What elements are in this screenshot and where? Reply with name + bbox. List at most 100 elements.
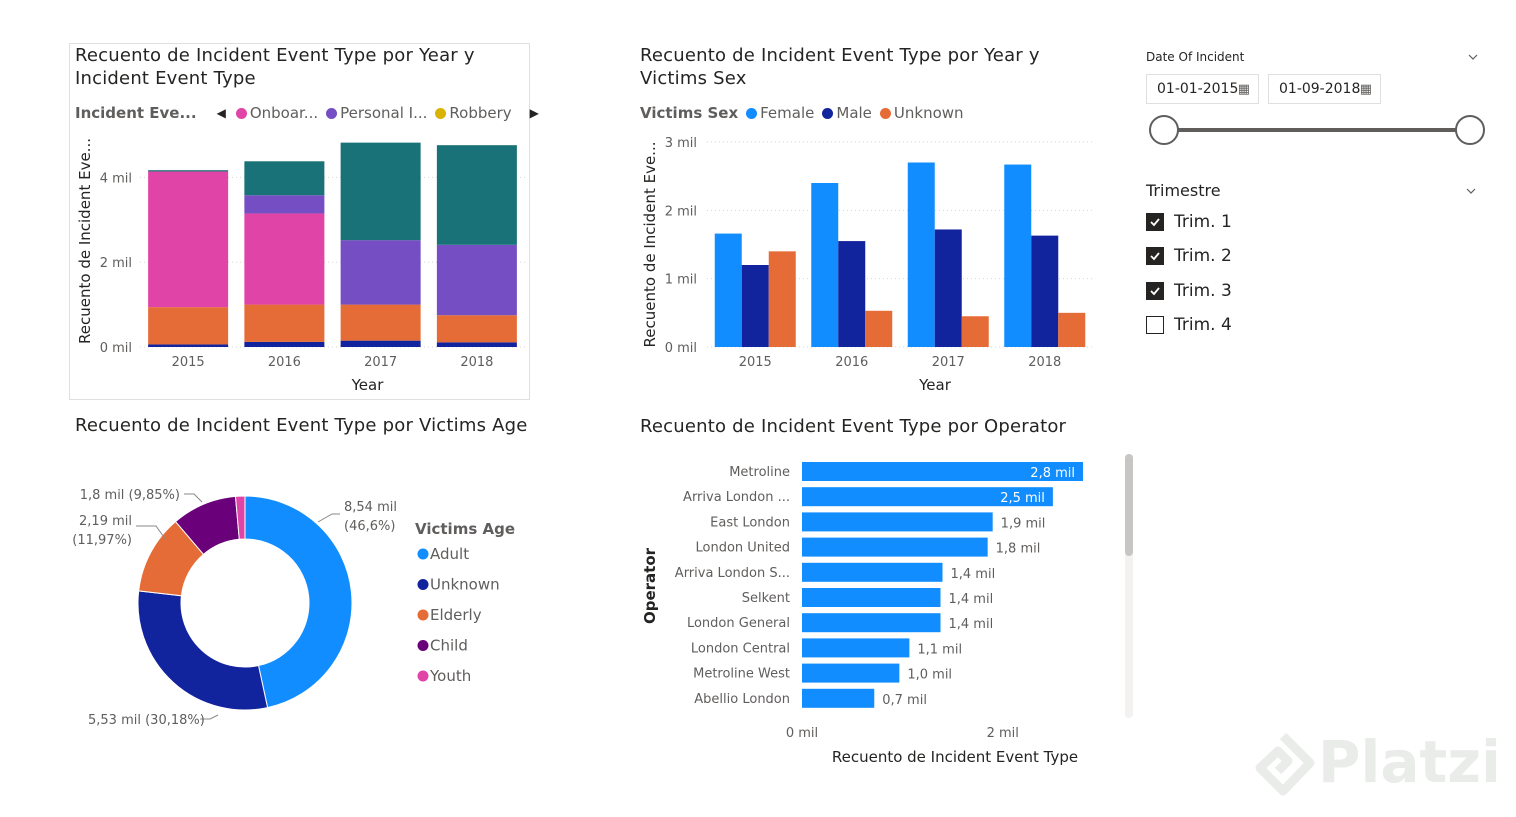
chart3-title: Recuento de Incident Event Type por Vict…: [75, 415, 528, 436]
bar: [802, 588, 941, 607]
checkbox-unchecked[interactable]: [1146, 316, 1164, 334]
bar: [802, 663, 900, 683]
calendar-icon[interactable]: ▦: [1237, 82, 1250, 97]
chart4-scroll-thumb[interactable]: [1125, 454, 1133, 556]
bar: [934, 229, 962, 347]
legend-dot: [435, 107, 447, 119]
bar: [802, 562, 943, 582]
x-tick-label: 2016: [835, 355, 868, 370]
legend-label: Child: [430, 637, 468, 655]
calendar-icon[interactable]: ▦: [1359, 82, 1372, 97]
legend-item-unknown[interactable]: Unknown: [879, 104, 964, 122]
chart2-legend-title: Victims Sex: [640, 104, 739, 122]
x-tick-label: 2017: [364, 355, 397, 370]
y-category-label: Selkent: [742, 591, 790, 606]
chart-panel-year-event-type[interactable]: [69, 43, 530, 400]
chart2-title: Recuento de Incident Event Type por Year…: [640, 45, 1040, 89]
legend-item-robbery[interactable]: Robbery: [435, 104, 512, 122]
legend-dot: [746, 107, 758, 119]
bar-segment: [148, 344, 229, 347]
label-leader-line: [200, 714, 219, 720]
data-label: 8,54 mil: [344, 500, 397, 515]
chart4-plot: Metroline 2,8 mil Arriva London ... 2,5 mil…: [641, 462, 1083, 766]
y-tick-label: 1 mil: [665, 273, 697, 288]
bar: [714, 233, 742, 347]
checkbox-checked[interactable]: [1146, 247, 1164, 265]
bar: [802, 638, 910, 658]
y-category-label: Metroline West: [693, 667, 790, 682]
chart4-title: Recuento de Incident Event Type por Oper…: [640, 416, 1067, 437]
bar-segment: [148, 307, 229, 345]
bar: [802, 512, 993, 532]
trimestre-option-2[interactable]: Trim. 2: [1146, 246, 1232, 266]
legend-dot: [417, 579, 429, 590]
legend-item-personal[interactable]: Personal I...: [326, 104, 427, 122]
bar: [768, 251, 796, 347]
x-axis-title: Year: [918, 376, 952, 394]
bar: [961, 316, 989, 347]
donut-slice: [137, 590, 269, 711]
trimestre-option-1[interactable]: Trim. 1: [1146, 212, 1232, 232]
legend-item-female[interactable]: Female: [746, 104, 814, 122]
chart4-scrollbar[interactable]: [1125, 454, 1133, 718]
legend-dot: [326, 107, 338, 119]
platzi-logo-icon: [1255, 732, 1315, 796]
legend-prev-icon[interactable]: ◀: [216, 106, 226, 120]
y-tick-label: 2 mil: [100, 256, 132, 271]
legend-dot: [235, 107, 247, 119]
bar-segment: [244, 213, 325, 305]
chart1-title: Recuento de Incident Event Type por Year…: [75, 45, 475, 89]
legend-next-icon[interactable]: ▶: [529, 106, 539, 120]
legend-label: Unknown: [430, 576, 500, 594]
date-range-handle-start[interactable]: [1149, 115, 1179, 145]
data-label: 1,4 mil: [948, 592, 993, 607]
bar: [865, 310, 893, 347]
bar: [907, 162, 935, 347]
platzi-watermark: Platzi: [1248, 728, 1501, 801]
checkbox-checked[interactable]: [1146, 213, 1164, 231]
date-range-handle-end[interactable]: [1455, 115, 1485, 145]
bar: [802, 613, 941, 633]
trimestre-chevron-down-icon[interactable]: [1466, 186, 1476, 196]
checkbox-checked[interactable]: [1146, 282, 1164, 300]
data-label: 1,1 mil: [917, 642, 962, 657]
data-label: 5,53 mil (30,18%): [88, 713, 205, 728]
bar: [802, 688, 875, 708]
legend-item-male[interactable]: Male: [822, 104, 872, 122]
x-tick-label: 2 mil: [987, 726, 1019, 741]
data-label: (46,6%): [344, 519, 395, 534]
y-category-label: East London: [710, 515, 790, 530]
data-label: 1,4 mil: [948, 617, 993, 632]
chart1-legend: Incident Eve... ◀ Onboar... Personal I..…: [75, 104, 549, 122]
bar-segment: [436, 315, 517, 343]
trimestre-option-3[interactable]: Trim. 3: [1146, 281, 1232, 301]
legend-item-onboard[interactable]: Onboar...: [235, 104, 318, 122]
chart1-legend-title: Incident Eve...: [75, 104, 197, 122]
date-end-input[interactable]: 01-09-2018 ▦: [1268, 74, 1381, 104]
x-tick-label: 2017: [932, 355, 965, 370]
date-start-input[interactable]: 01-01-2015 ▦: [1146, 74, 1259, 104]
chart2-legend: Victims Sex Female Male Unknown: [640, 104, 972, 122]
chart1-plot: 0 mil 2 mil 4 mil 2015 2016 2017 2018 Year Recue…: [76, 138, 525, 394]
y-category-label: London General: [687, 616, 790, 631]
y-category-label: Metroline: [729, 465, 790, 480]
date-slicer-chevron-down-icon[interactable]: [1468, 52, 1478, 62]
y-category-label: London United: [696, 541, 791, 556]
bar-segment: [436, 342, 517, 347]
trimestre-option-4[interactable]: Trim. 4: [1146, 315, 1232, 335]
x-tick-label: 2018: [460, 355, 493, 370]
y-tick-label: 4 mil: [100, 171, 132, 186]
bar-segment: [340, 240, 421, 305]
bar: [802, 487, 1053, 507]
x-axis-title: Recuento de Incident Event Type: [832, 748, 1078, 766]
bar-segment: [244, 341, 325, 347]
date-range-track[interactable]: [1164, 128, 1470, 132]
bar: [838, 241, 866, 347]
x-tick-label: 2015: [172, 355, 205, 370]
y-category-label: Arriva London S...: [675, 566, 790, 581]
date-slicer-title: Date Of Incident: [1146, 50, 1245, 64]
bar-segment: [148, 170, 229, 172]
chart2-plot: 0 mil 1 mil 2 mil 3 mil 2015 2016 2017 2018 Year…: [641, 136, 1093, 394]
data-label: 2,5 mil: [1000, 491, 1045, 506]
legend-label: Adult: [430, 545, 469, 563]
